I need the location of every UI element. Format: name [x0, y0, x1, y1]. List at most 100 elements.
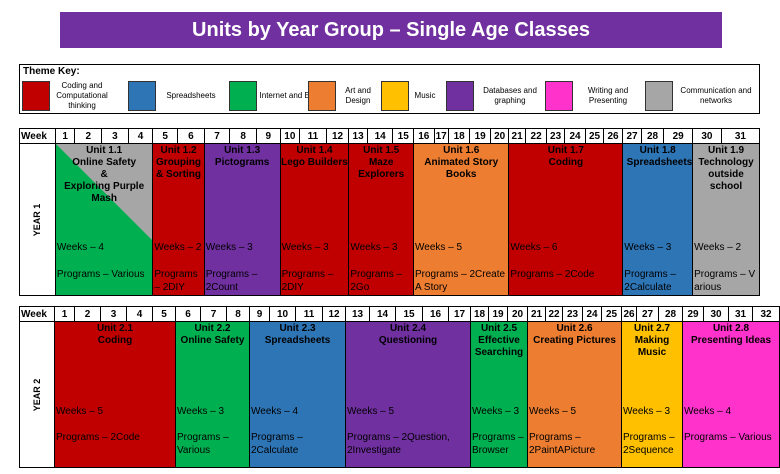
unit-weeks: Weeks – 5	[347, 406, 395, 417]
key-swatch	[128, 81, 156, 111]
unit-cell: Unit 1.2 Grouping & Sorting Weeks – 2 Prog…	[152, 143, 205, 296]
unit-weeks: Weeks – 2	[694, 242, 742, 253]
unit-weeks: Weeks – 3	[623, 406, 671, 417]
week-number: 29	[663, 128, 694, 144]
week-header-label: Week	[19, 128, 56, 144]
theme-key: Theme Key: Coding and Computational thin…	[19, 64, 760, 114]
week-number: 6	[177, 128, 205, 144]
week-number: 27	[622, 128, 642, 144]
unit-cell: Unit 2.2 Online Safety Weeks – 3 Programs …	[175, 321, 250, 468]
key-label: Internet and Email	[259, 91, 325, 100]
week-number: 19	[469, 128, 491, 144]
week-number: 2	[74, 128, 103, 144]
unit-title: Unit 1.3 Pictograms	[214, 145, 270, 168]
unit-title: Unit 2.6 Creating Pictures	[533, 323, 616, 346]
unit-programs: Programs – 2Create A Story	[415, 269, 506, 293]
unit-title: Unit 1.9 Technology outside school	[698, 145, 754, 192]
week-number: 11	[295, 306, 323, 322]
week-number: 3	[101, 128, 129, 144]
unit-programs: Programs – Various	[694, 269, 756, 293]
year2-schedule: Week 1 2 3 4 5 6 7 8 9 10 11 12 13 14 15 16 17 18 19 20 21 22…	[19, 306, 780, 468]
week-number: 3	[100, 306, 127, 322]
unit-programs: Programs – Various	[684, 432, 772, 443]
page-title: Units by Year Group – Single Age Classes	[60, 12, 722, 48]
unit-title: Unit 2.5 Effective Searching	[474, 323, 524, 358]
unit-title: Unit 1.1 Online Safety & Exploring Purpl…	[64, 145, 145, 204]
week-number: 23	[546, 128, 565, 144]
unit-weeks: Weeks – 3	[205, 242, 253, 253]
unit-title: Unit 1.7 Coding	[547, 145, 584, 168]
unit-cell: Unit 2.7 Making Music Weeks – 3 Programs –…	[621, 321, 683, 468]
unit-programs: Programs – 2DIY	[281, 269, 334, 293]
year-label-cell: YEAR 2	[19, 321, 55, 468]
unit-weeks: Weeks – 4	[684, 406, 732, 417]
week-number: 16	[413, 128, 435, 144]
unit-programs: Programs – 2Count	[205, 269, 258, 293]
unit-cell: Unit 1.9 Technology outside school Weeks …	[692, 143, 760, 296]
unit-weeks: Weeks – 3	[177, 406, 225, 417]
unit-programs: Programs – 2Code	[510, 269, 595, 280]
unit-weeks: Weeks – 5	[56, 406, 104, 417]
week-number: 20	[507, 306, 528, 322]
unit-split-background	[55, 144, 153, 241]
week-number: 11	[299, 128, 327, 144]
week-number: 4	[127, 128, 154, 144]
unit-programs: Programs – Various	[56, 269, 145, 280]
unit-programs: Programs – 2DIY	[154, 269, 198, 293]
unit-programs: Programs – 2PaintAPicture	[529, 432, 596, 456]
week-number: 14	[369, 306, 396, 322]
week-number: 24	[563, 128, 587, 144]
week-number: 30	[692, 128, 722, 144]
week-number: 4	[126, 306, 153, 322]
key-label: Coding and Computational thinking	[56, 81, 108, 110]
unit-title: Unit 2.2 Online Safety	[180, 323, 245, 346]
key-label: Spreadsheets	[166, 91, 216, 100]
week-number: 26	[602, 128, 624, 144]
week-number: 21	[527, 306, 546, 322]
unit-title: Unit 1.5 Maze Explorers	[358, 145, 405, 180]
week-number: 32	[752, 306, 780, 322]
unit-programs: Programs – 2Calculate	[624, 269, 676, 293]
unit-title: Unit 1.4 Lego Builders	[281, 145, 348, 168]
unit-weeks: Weeks – 3	[472, 406, 520, 417]
unit-programs: Programs – Browser	[472, 432, 524, 456]
unit-programs: Programs – Various	[177, 432, 229, 456]
week-number: 16	[422, 306, 449, 322]
week-header-label: Week	[19, 306, 55, 322]
unit-cell: Unit 2.5 Effective Searching Weeks – 3 Pro…	[470, 321, 528, 468]
week-number: 18	[447, 128, 471, 144]
week-number: 15	[395, 306, 423, 322]
unit-title: Unit 2.4 Questioning	[378, 323, 438, 346]
key-swatch	[308, 81, 336, 111]
unit-cell: Unit 1.6 Animated Story Books Weeks – 5 Pr…	[412, 143, 510, 296]
week-number: 8	[226, 306, 250, 322]
key-swatch	[229, 81, 257, 111]
unit-title: Unit 2.1 Coding	[96, 323, 134, 346]
week-number: 9	[256, 128, 281, 144]
year-label: YEAR 1	[32, 203, 43, 236]
unit-cell: Unit 1.8 Spreadsheets Weeks – 3 Programs –…	[622, 143, 694, 296]
key-label: Art and Design	[345, 86, 371, 105]
week-number: 8	[229, 128, 258, 144]
unit-cell: Unit 1.1 Online Safety & Exploring Purpl…	[54, 143, 154, 296]
week-number: 12	[325, 128, 350, 144]
week-number: 20	[489, 128, 510, 144]
week-number: 13	[348, 128, 368, 144]
week-number: 22	[524, 128, 548, 144]
key-label: Communication and networks	[680, 86, 752, 105]
key-label: Writing and Presenting	[587, 86, 629, 105]
week-number: 7	[203, 128, 231, 144]
key-swatch	[545, 81, 573, 111]
week-number: 24	[582, 306, 602, 322]
unit-title: Unit 1.8 Spreadsheets	[626, 145, 693, 168]
key-swatch	[381, 81, 409, 111]
week-number: 6	[175, 306, 201, 322]
unit-weeks: Weeks – 6	[510, 242, 558, 253]
unit-cell: Unit 1.3 Pictograms Weeks – 3 Programs – 2…	[203, 143, 281, 296]
week-number: 31	[720, 128, 761, 144]
week-number: 9	[249, 306, 270, 322]
unit-cell: Unit 1.4 Lego Builders Weeks – 3 Programs …	[279, 143, 350, 296]
week-number: 5	[152, 128, 179, 144]
unit-cell: Unit 1.5 Maze Explorers Weeks – 3 Programs…	[348, 143, 414, 296]
week-number: 1	[54, 128, 76, 144]
